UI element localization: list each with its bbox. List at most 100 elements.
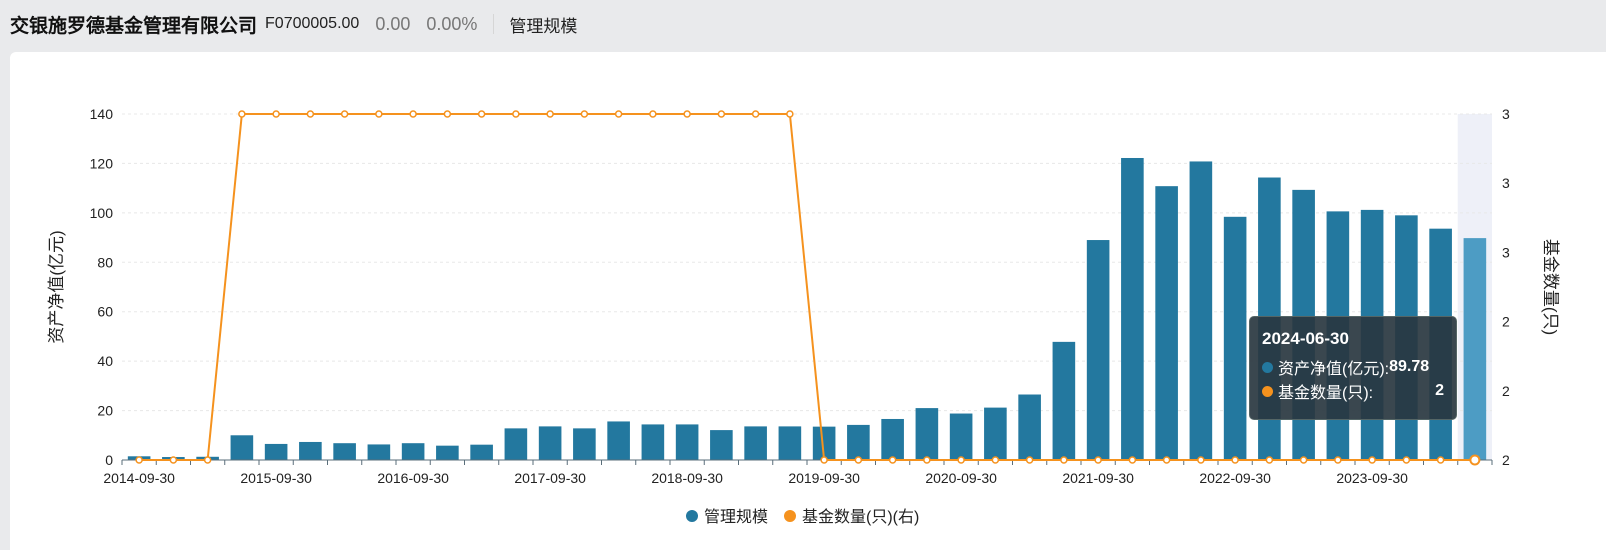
bar	[401, 443, 425, 460]
bar	[538, 426, 562, 460]
line-point	[238, 110, 246, 118]
bar	[1086, 240, 1110, 460]
bar	[641, 424, 665, 460]
y-tick-label: 0	[105, 452, 113, 468]
x-tick-label: 2016-09-30	[377, 470, 449, 486]
fund-count-line	[139, 113, 1475, 461]
y-tick-label: 40	[97, 353, 113, 369]
x-tick-label: 2021-09-30	[1062, 470, 1134, 486]
line-point	[1231, 456, 1239, 464]
line-point	[1469, 454, 1481, 466]
y-tick-label: 20	[97, 403, 113, 419]
bar	[744, 426, 767, 460]
line-point	[1094, 456, 1102, 464]
x-tick-label: 2017-09-30	[514, 470, 586, 486]
x-tick-label: 2019-09-30	[788, 470, 860, 486]
bar	[573, 428, 596, 460]
tooltip-row-net-assets: 资产净值(亿元): 89.78	[1262, 355, 1444, 379]
y-tick-label: 140	[90, 106, 114, 122]
tooltip-row-fund-count: 基金数量(只): 2	[1262, 379, 1444, 403]
bar	[264, 443, 288, 460]
y2-tick-label: 3	[1502, 244, 1510, 260]
y-tick-label: 80	[97, 254, 113, 270]
line-point	[375, 110, 383, 118]
legend-bar-label: 管理规模	[704, 508, 768, 526]
y2-tick-label: 3	[1502, 106, 1510, 122]
line-point	[923, 456, 931, 464]
bar	[710, 430, 733, 460]
line-point	[820, 456, 828, 464]
y2-tick-label: 2	[1502, 383, 1510, 399]
bar	[1018, 394, 1041, 460]
line-point	[1128, 456, 1137, 464]
line-point	[854, 456, 863, 464]
bar	[1463, 238, 1487, 460]
line-point	[1436, 456, 1445, 464]
line-point	[1162, 456, 1171, 464]
bar	[675, 424, 699, 460]
line-point	[1025, 456, 1034, 464]
bar	[333, 443, 356, 460]
tooltip-title: 2024-06-30	[1262, 329, 1349, 348]
line-point	[1368, 456, 1376, 464]
bar	[299, 441, 322, 460]
line-point	[751, 110, 760, 118]
bar	[949, 413, 973, 460]
line-point	[614, 110, 623, 118]
price-value: 0.00	[375, 13, 411, 34]
line-point	[409, 110, 417, 118]
bar	[1121, 157, 1144, 460]
tooltip-line-marker-icon	[1262, 385, 1273, 397]
line-point	[135, 456, 143, 464]
line-point	[957, 456, 965, 464]
y-tick-label: 120	[90, 155, 114, 171]
line-point	[786, 110, 794, 118]
fund-code: F0700005.00	[265, 15, 360, 32]
y2-tick-label: 3	[1502, 175, 1510, 191]
change-percent: 0.00%	[426, 13, 478, 34]
tooltip-row2-value: 2	[1435, 382, 1444, 399]
bar	[915, 408, 939, 460]
bar	[607, 421, 630, 460]
tab-management-scale[interactable]: 管理规模	[509, 16, 578, 36]
line-point	[649, 110, 657, 118]
line-point	[1334, 456, 1342, 464]
bar	[436, 445, 459, 460]
legend-line-icon	[784, 510, 796, 522]
bar	[1052, 341, 1076, 460]
line-point	[717, 110, 726, 118]
bar	[1189, 161, 1213, 461]
line-point	[1299, 456, 1308, 464]
line-point	[443, 110, 452, 118]
bar	[1155, 186, 1178, 460]
line-point	[546, 110, 554, 118]
header-divider	[493, 14, 495, 34]
y2-tick-label: 2	[1502, 452, 1510, 468]
y-tick-label: 60	[97, 304, 113, 320]
header: 交银施罗德基金管理有限公司 F0700005.00 0.00 0.00% 管理规…	[0, 0, 1606, 48]
company-name: 交银施罗德基金管理有限公司	[10, 15, 258, 37]
line-point	[512, 110, 520, 118]
line-point	[683, 110, 691, 118]
line-point	[1402, 456, 1411, 464]
bar	[230, 435, 254, 460]
y-tick-label: 100	[90, 205, 114, 221]
x-tick-label: 2022-09-30	[1199, 470, 1271, 486]
x-tick-label: 2018-09-30	[651, 470, 723, 486]
line-point	[272, 110, 280, 118]
line-point	[340, 110, 349, 118]
y2-axis-title: 基金数量(只)	[1541, 239, 1560, 335]
bar	[812, 426, 836, 460]
bar	[778, 426, 802, 460]
tooltip-row1-label: 资产净值(亿元):	[1278, 361, 1390, 378]
line-point	[1265, 456, 1274, 464]
bar	[470, 444, 493, 460]
y-axis-title: 资产净值(亿元)	[47, 230, 66, 343]
bar	[881, 418, 904, 460]
line-point	[306, 110, 315, 118]
bar	[1223, 216, 1247, 460]
line-point	[203, 456, 212, 464]
bar	[504, 428, 528, 460]
chart-tooltip: 2024-06-30 资产净值(亿元): 89.78 基金数量(只): 2	[1249, 316, 1457, 420]
